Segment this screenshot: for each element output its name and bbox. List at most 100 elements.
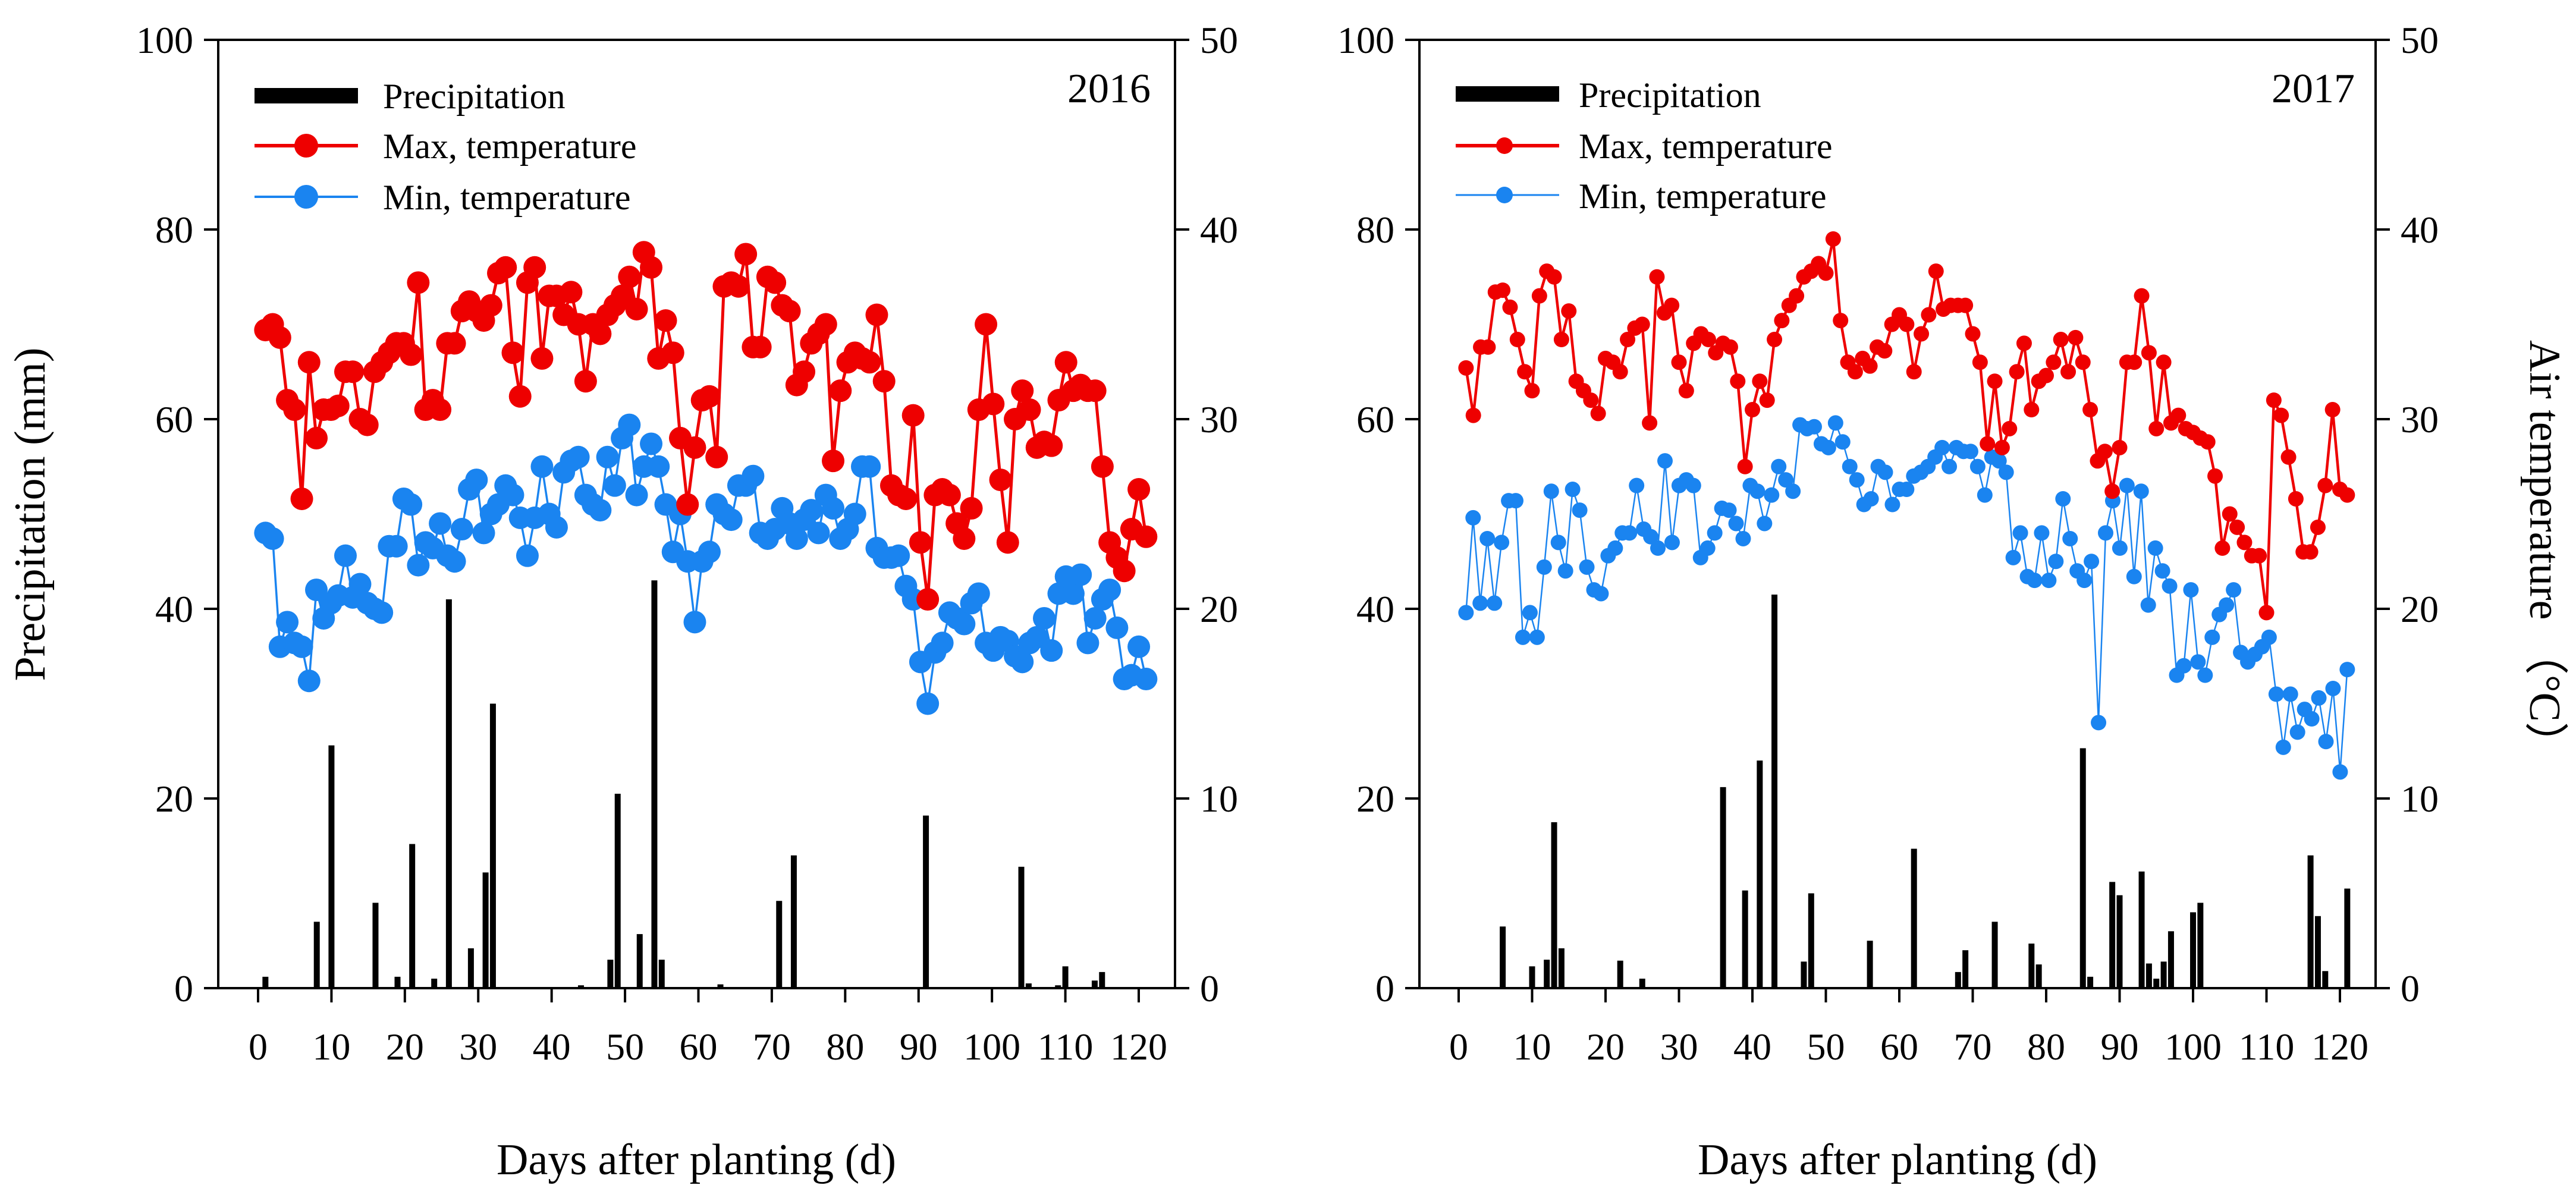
max-temperature-point	[2097, 444, 2113, 460]
max-temperature-point	[523, 256, 546, 279]
precipitation-bar	[717, 984, 724, 988]
max-temperature-point	[2288, 491, 2304, 507]
max-temperature-point	[407, 271, 430, 294]
min-temperature-point	[2176, 658, 2192, 674]
max-temperature-point	[290, 487, 313, 510]
max-temperature-point	[916, 588, 940, 611]
min-temperature-point	[698, 540, 721, 564]
precipitation-bar	[1529, 966, 1535, 988]
precipitation-bar	[2314, 916, 2321, 988]
precipitation-bar	[2116, 895, 2123, 988]
min-temperature-point	[1487, 595, 1503, 611]
precipitation-bar	[2167, 931, 2174, 988]
max-temperature-point	[1759, 392, 1775, 408]
min-temperature-point	[1849, 472, 1865, 488]
min-temperature-point	[1764, 487, 1780, 503]
max-temperature-point	[2060, 364, 2076, 380]
max-temperature-point	[1994, 439, 2010, 455]
x-tick-label: 0	[249, 1026, 268, 1068]
max-temperature-point	[1480, 339, 1496, 355]
precipitation-bar	[1742, 890, 1748, 988]
min-temperature-point	[647, 455, 670, 478]
min-temperature-point	[1515, 629, 1531, 645]
precipitation-bar	[482, 872, 489, 988]
max-temperature-point	[1972, 354, 1988, 370]
precipitation-bar	[328, 745, 335, 988]
max-temperature-point	[1774, 313, 1790, 329]
precipitation-bar	[1801, 961, 1807, 988]
precipitation-bar	[1558, 948, 1565, 988]
max-temperature-point	[698, 385, 721, 408]
min-temperature-point	[603, 474, 626, 497]
min-temperature-point	[1757, 515, 1773, 532]
min-temperature-point	[1785, 483, 1801, 499]
precipitation-bar	[2344, 888, 2351, 988]
max-temperature-point	[865, 303, 888, 326]
min-temperature-point	[2119, 477, 2135, 493]
min-temperature-point	[2097, 525, 2113, 541]
max-temperature-point	[1054, 351, 1077, 374]
max-temperature-point	[2273, 407, 2289, 423]
max-temperature-point	[705, 445, 728, 469]
max-temperature-point	[1678, 383, 1694, 399]
y-right-tick-label: 40	[1200, 209, 1238, 251]
min-temperature-point	[843, 502, 866, 526]
min-temperature-point	[2133, 483, 2149, 499]
min-temperature-point	[2204, 629, 2220, 645]
max-temperature-point	[2324, 402, 2341, 418]
max-temperature-point	[2134, 288, 2150, 304]
max-temperature-point	[2302, 544, 2319, 560]
min-temperature-point	[2027, 573, 2043, 589]
precipitation-bar	[262, 976, 269, 988]
min-temperature-point	[1629, 477, 1645, 493]
min-temperature-point	[1685, 477, 1701, 493]
min-temperature-point	[1465, 510, 1481, 526]
max-temperature-point	[982, 392, 1005, 416]
min-temperature-point	[967, 582, 990, 605]
max-temperature-point	[1546, 269, 1562, 285]
x-tick-label: 120	[2311, 1026, 2368, 1068]
min-temperature-point	[1699, 540, 1716, 556]
min-temperature-point	[931, 631, 954, 655]
min-temperature-point	[2268, 686, 2284, 702]
precipitation-bar	[658, 960, 665, 988]
y-right-tick-label: 50	[1200, 19, 1238, 61]
min-temperature-point	[1593, 586, 1609, 602]
min-temperature-point	[1529, 629, 1545, 645]
min-temperature-point	[1827, 415, 1843, 431]
max-temperature-point	[1789, 288, 1805, 304]
precipitation-bar	[2035, 964, 2042, 988]
min-temperature-point	[385, 535, 408, 558]
min-temperature-point	[290, 635, 313, 658]
precipitation-bar	[1500, 926, 1506, 988]
precipitation-bar	[1771, 595, 1778, 988]
min-temperature-point	[1806, 419, 1822, 435]
precipitation-bar	[2197, 903, 2204, 988]
y-right-tick-label: 0	[2401, 967, 2420, 1010]
x-tick-label: 100	[2165, 1026, 2222, 1068]
min-temperature-point	[530, 455, 554, 478]
precipitation-bar	[1991, 922, 1998, 988]
y-axis-title-right: Air temperature （°C）	[2520, 340, 2569, 766]
x-tick-label: 90	[2101, 1026, 2139, 1068]
y-right-tick-label: 0	[1200, 967, 1219, 1010]
max-temperature-point	[2038, 367, 2054, 383]
max-temperature-point	[2104, 483, 2121, 499]
min-temperature-point	[429, 512, 452, 535]
min-temperature-point	[1899, 482, 1915, 498]
min-temperature-point	[2034, 525, 2050, 541]
max-temperature-point	[1509, 332, 1525, 348]
precipitation-bar	[2087, 976, 2094, 988]
min-temperature-point	[1135, 668, 1158, 691]
precipitation-bar	[790, 855, 797, 988]
max-temperature-point	[1906, 364, 1922, 380]
min-temperature-point	[1579, 559, 1595, 575]
max-temperature-point	[268, 326, 291, 349]
y-right-tick-label: 30	[2401, 398, 2439, 441]
max-temperature-point	[2046, 354, 2062, 370]
precipitation-bar	[313, 922, 320, 988]
chart-panel-2016: 0 10 20 30 40 50 60 70 80 90 100 110 120020406080100…	[6, 19, 1238, 1184]
precipitation-bar	[2307, 855, 2314, 988]
min-temperature-point	[348, 573, 372, 596]
max-temperature-point	[2148, 420, 2165, 436]
